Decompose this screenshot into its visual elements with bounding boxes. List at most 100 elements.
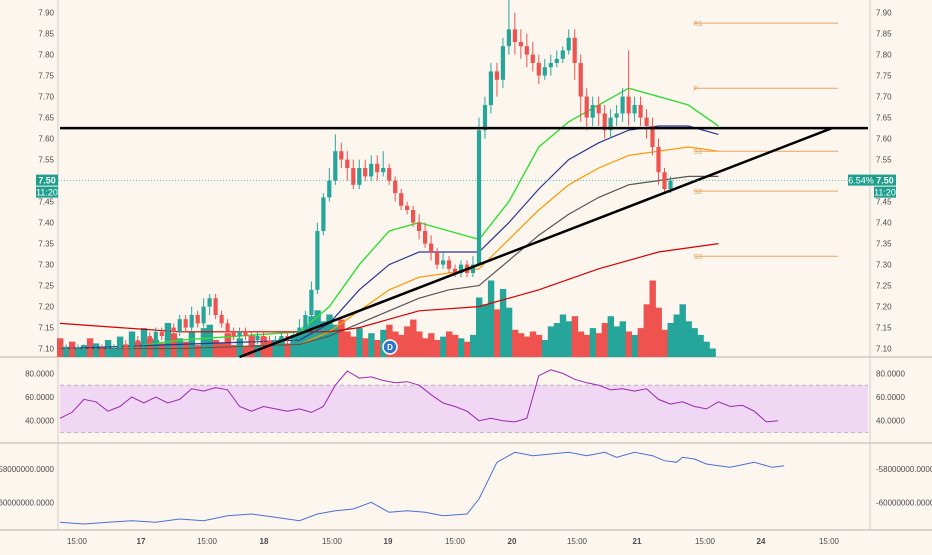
candle xyxy=(602,105,607,139)
volume-bar xyxy=(499,289,507,357)
candle xyxy=(111,344,116,353)
candle-body xyxy=(369,163,374,177)
candle xyxy=(171,323,176,336)
price-axis-left-tick: 7.55 xyxy=(38,156,54,165)
rsi-axis-left-tick: 60.0000 xyxy=(25,393,54,402)
volume-bar xyxy=(493,309,501,357)
candle xyxy=(309,281,314,320)
candle xyxy=(231,327,236,341)
volume-bar xyxy=(398,334,405,357)
volume-bar xyxy=(182,341,190,357)
candle xyxy=(75,344,81,357)
candle-body xyxy=(219,315,224,324)
candle xyxy=(584,88,589,131)
candle-body xyxy=(393,180,398,194)
candle xyxy=(644,109,649,139)
volume-bar xyxy=(284,343,291,357)
rsi-axis-left-tick: 40.0000 xyxy=(25,417,54,426)
volume-bar xyxy=(691,328,698,357)
candle-body xyxy=(596,105,601,114)
candle-body xyxy=(381,168,386,173)
candle xyxy=(351,159,356,189)
candle xyxy=(237,327,242,341)
candle-body xyxy=(387,168,392,181)
obv-axis-right-tick: -60000000.0000 xyxy=(876,498,932,507)
candle-body xyxy=(363,168,368,177)
candle xyxy=(69,344,75,357)
volume-bar xyxy=(667,323,674,357)
volume-bar xyxy=(505,307,513,357)
candle xyxy=(429,235,434,261)
volume-bar xyxy=(613,326,620,357)
candle-body xyxy=(399,193,404,206)
candle-body xyxy=(231,331,236,336)
volume-bar xyxy=(212,340,219,357)
drawings-layer[interactable] xyxy=(60,126,868,359)
price-axis-left-tick: 7.25 xyxy=(38,282,54,291)
volume-bar xyxy=(583,334,591,357)
candle-body xyxy=(518,42,523,47)
series-line-ema_gray xyxy=(60,175,719,350)
volume-bar xyxy=(452,334,459,357)
candle xyxy=(446,256,452,273)
right-price-tag: 6.54% 7.50 11:20 xyxy=(848,174,896,198)
candle xyxy=(393,176,398,202)
time-axis-tick: 15:00 xyxy=(445,537,466,546)
candle xyxy=(213,294,218,320)
candle xyxy=(405,201,410,215)
candle xyxy=(363,159,368,181)
obv-axis-left-tick: -60000000.0000 xyxy=(0,498,55,507)
price-axis-right-tick: 7.40 xyxy=(876,219,892,228)
volume-bar xyxy=(476,297,483,357)
volume-bar xyxy=(218,343,225,357)
candle xyxy=(423,222,428,248)
candle-body xyxy=(225,323,230,332)
rsi-axis-right-tick: 60.0000 xyxy=(876,393,905,402)
candle xyxy=(608,109,613,139)
volume-bar xyxy=(601,323,609,357)
event-marker[interactable]: D xyxy=(382,339,398,355)
candle-body xyxy=(542,67,547,76)
volume-bar xyxy=(697,334,704,357)
candle xyxy=(297,319,302,341)
candle-body xyxy=(560,50,565,59)
candle-body xyxy=(614,113,619,118)
candle xyxy=(165,323,170,341)
candle-body xyxy=(327,180,332,198)
price-axis-right-tick: 7.45 xyxy=(876,198,892,207)
volume-bar xyxy=(541,340,549,357)
candle-body xyxy=(291,336,296,341)
volume-bar xyxy=(482,304,489,357)
candle-body xyxy=(458,264,464,273)
volume-bar xyxy=(607,316,614,357)
price-axis-left-tick: 7.35 xyxy=(38,240,54,249)
candle xyxy=(105,344,110,357)
ascending-trendline[interactable] xyxy=(239,126,833,359)
candle-body xyxy=(417,222,422,231)
volume-bar xyxy=(709,348,716,357)
obv-axis-right-tick: -58000000.0000 xyxy=(876,465,932,474)
candle-body xyxy=(441,260,446,265)
obv-axis-left-tick: -58000000.0000 xyxy=(0,465,55,474)
candle-body xyxy=(590,105,595,118)
candle xyxy=(387,163,392,185)
volume-bar xyxy=(236,338,243,357)
candle xyxy=(566,29,571,55)
candle xyxy=(279,331,284,345)
candle-body xyxy=(578,63,583,97)
price-axis-left-tick: 7.85 xyxy=(38,30,54,39)
candle-body xyxy=(494,71,499,80)
candle xyxy=(578,54,583,122)
dividend-marker-icon[interactable] xyxy=(382,339,398,355)
price-axis-right-tick: 7.80 xyxy=(876,51,892,60)
candle-body xyxy=(153,331,158,341)
candle xyxy=(63,344,69,357)
time-axis-tick: 15:00 xyxy=(695,537,716,546)
left-last-price-label: 7.50 xyxy=(38,176,56,186)
price-axis-right-tick: 7.10 xyxy=(876,345,892,354)
candle-body xyxy=(644,117,649,126)
pivot-label: S2 xyxy=(693,189,702,196)
